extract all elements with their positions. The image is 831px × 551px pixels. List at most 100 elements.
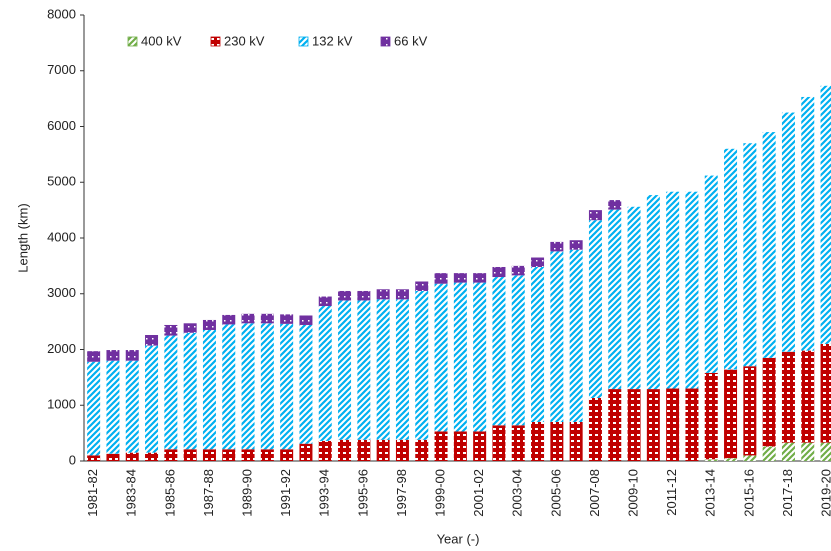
bar-segment — [183, 332, 197, 450]
bar-segment — [608, 389, 622, 461]
bar-segment — [183, 449, 197, 461]
bar-segment — [685, 388, 699, 461]
bar-segment — [106, 350, 120, 361]
x-tick-label: 2007-08 — [587, 469, 602, 517]
bar-segment — [531, 257, 545, 267]
bar-segment — [376, 299, 390, 440]
x-tick-label: 2001-02 — [471, 469, 486, 517]
y-tick-label: 2000 — [47, 341, 76, 356]
x-tick-label: 2013-14 — [703, 469, 718, 517]
y-tick-label: 1000 — [47, 397, 76, 412]
bar-segment — [202, 449, 216, 461]
bar-segment — [338, 439, 352, 461]
bar-segment — [395, 439, 409, 461]
bar-segment — [87, 361, 101, 456]
bar-segment — [202, 319, 216, 330]
bar-segment — [531, 266, 545, 422]
bar-segment — [743, 455, 757, 461]
bar-segment — [781, 442, 795, 461]
bar-segment — [801, 96, 815, 351]
x-tick-label: 1991-92 — [278, 469, 293, 517]
bar-segment — [145, 345, 159, 453]
bar-segment — [724, 458, 738, 461]
bar-segment — [511, 275, 525, 426]
bar-segment — [202, 329, 216, 450]
bar-segment — [550, 241, 564, 252]
x-tick-label: 2003-04 — [510, 469, 525, 517]
bar-segment — [260, 313, 274, 324]
bar-segment — [434, 431, 448, 461]
bar-segment — [685, 191, 699, 389]
bar-segment — [820, 343, 831, 443]
bar-segment — [260, 323, 274, 450]
bar-segment — [762, 132, 776, 358]
bar-segment — [801, 350, 815, 443]
bar-segment — [646, 195, 660, 390]
bar-segment — [569, 240, 583, 250]
y-axis-label: Length (km) — [15, 203, 30, 272]
bar-segment — [704, 175, 718, 373]
bar-segment — [145, 335, 159, 346]
bar-segment — [376, 289, 390, 300]
bar-segment — [415, 290, 429, 440]
bar-segment — [106, 453, 120, 461]
y-tick-label: 0 — [69, 452, 76, 467]
legend-swatch — [380, 36, 391, 47]
bar-segment — [550, 421, 564, 461]
bar-segment — [743, 143, 757, 367]
x-tick-label: 2015-16 — [741, 469, 756, 517]
x-tick-label: 2011-12 — [664, 469, 679, 516]
bar-segment — [338, 290, 352, 301]
y-tick-label: 6000 — [47, 118, 76, 133]
x-tick-label: 2017-18 — [780, 469, 795, 517]
x-tick-label: 1985-86 — [162, 469, 177, 517]
bar-segment — [473, 273, 487, 283]
bar-segment — [125, 452, 139, 461]
x-tick-label: 1999-00 — [432, 469, 447, 517]
y-tick-label: 7000 — [47, 62, 76, 77]
bar-segment — [164, 324, 178, 336]
bar-segment — [453, 273, 467, 283]
bar-segment — [531, 421, 545, 461]
y-tick-label: 8000 — [47, 6, 76, 21]
bar-segment — [550, 251, 564, 422]
bar-segment — [781, 351, 795, 443]
bar-segment — [164, 335, 178, 450]
bar-segment — [241, 449, 255, 461]
legend-label: 230 kV — [224, 33, 265, 48]
bar-segment — [627, 389, 641, 461]
bar-segment — [492, 425, 506, 461]
bar-segment — [299, 324, 313, 444]
x-tick-label: 2005-06 — [548, 469, 563, 517]
bar-segment — [762, 357, 776, 447]
bar-segment — [415, 439, 429, 461]
bar-segment — [164, 449, 178, 461]
y-tick-label: 5000 — [47, 174, 76, 189]
bar-segment — [395, 299, 409, 440]
x-tick-label: 1981-82 — [85, 469, 100, 517]
bar-segment — [704, 459, 718, 461]
x-tick-label: 1983-84 — [124, 469, 139, 517]
bar-segment — [415, 281, 429, 291]
bar-segment — [743, 366, 757, 456]
bar-segment — [376, 439, 390, 461]
bar-segment — [125, 360, 139, 453]
bar-segment — [569, 249, 583, 422]
bar-segment — [453, 282, 467, 432]
bar-segment — [781, 112, 795, 352]
bar-segment — [222, 324, 236, 450]
bar-segment — [241, 323, 255, 450]
bar-segment — [666, 191, 680, 389]
bar-segment — [473, 431, 487, 461]
bar-segment — [357, 439, 371, 461]
x-tick-label: 1989-90 — [239, 469, 254, 517]
bar-segment — [820, 442, 831, 461]
bar-segment — [280, 323, 294, 450]
bar-segment — [724, 369, 738, 459]
bar-segment — [801, 442, 815, 461]
bar-segment — [318, 296, 332, 307]
bar-segment — [762, 446, 776, 461]
bar-segment — [280, 449, 294, 461]
legend-swatch — [127, 36, 138, 47]
